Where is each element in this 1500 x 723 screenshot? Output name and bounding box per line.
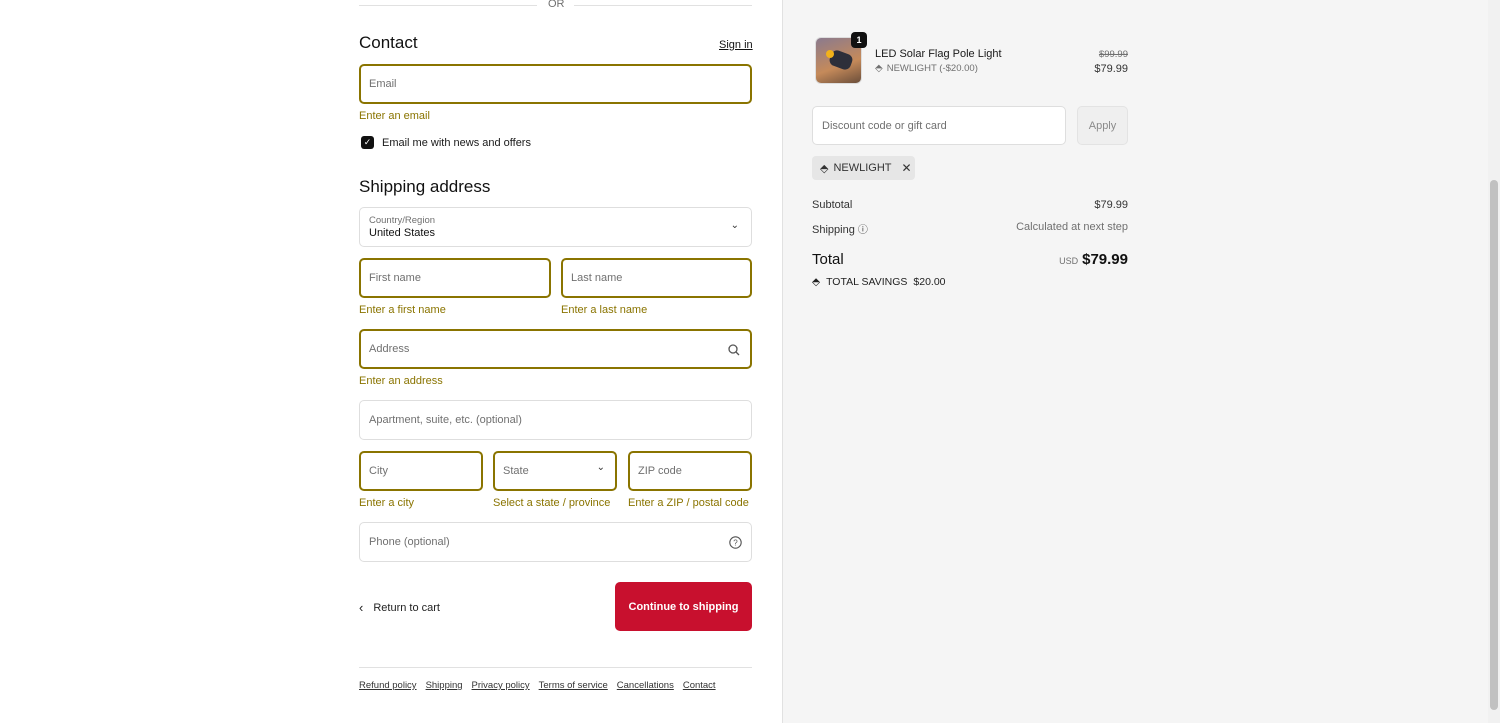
last-name-error: Enter a last name [561,304,648,316]
sign-in-link[interactable]: Sign in [719,39,753,51]
continue-to-shipping-button[interactable]: Continue to shipping [615,582,752,631]
footer-divider [359,667,752,668]
email-input[interactable]: Email [359,64,752,104]
zip-error: Enter a ZIP / postal code [628,497,749,509]
original-price: $99.99 [1098,49,1128,60]
footer-link[interactable]: Refund policy [359,680,417,691]
newsletter-label: Email me with news and offers [382,137,531,149]
return-to-cart-link[interactable]: ‹ Return to cart [359,600,440,615]
email-error: Enter an email [359,110,430,122]
quantity-badge: 1 [851,32,867,48]
footer-links: Refund policy Shipping Privacy policy Te… [359,680,716,691]
product-name: LED Solar Flag Pole Light [875,48,1002,60]
contact-heading: Contact [359,33,418,52]
footer-link[interactable]: Shipping [425,680,463,691]
apply-button[interactable]: Apply [1077,106,1128,145]
footer-link[interactable]: Cancellations [616,680,674,691]
item-price: $79.99 [1094,63,1128,75]
apartment-input[interactable]: Apartment, suite, etc. (optional) [359,400,752,440]
city-input[interactable]: City [359,451,483,491]
address-input[interactable]: Address [359,329,752,369]
city-error: Enter a city [359,497,415,509]
tag-icon: ⬘ [875,63,883,74]
help-icon[interactable]: ⓘ [857,225,868,236]
check-icon: ✓ [363,137,372,147]
discount-code-input[interactable]: Discount code or gift card [812,106,1066,145]
scrollbar-thumb[interactable] [1490,180,1498,710]
total-row: Total USD $79.99 [812,251,1128,268]
chevron-left-icon: ‹ [359,600,364,615]
state-error: Select a state / province [493,497,611,509]
tags-icon: ⬘ [812,276,821,288]
applied-code-chip: ⬘ NEWLIGHT ✕ [812,156,915,180]
item-discount: ⬘ NEWLIGHT (-$20.00) [875,63,978,74]
footer-link[interactable]: Contact [682,680,716,691]
footer-link[interactable]: Terms of service [538,680,608,691]
total-savings: ⬘ TOTAL SAVINGS $20.00 [812,276,946,288]
newsletter-checkbox[interactable]: ✓ [361,136,374,149]
first-name-input[interactable]: First name [359,258,551,298]
address-error: Enter an address [359,375,443,387]
or-divider: OR [359,0,752,12]
remove-code-icon[interactable]: ✕ [901,161,912,175]
first-name-error: Enter a first name [359,304,446,316]
last-name-input[interactable]: Last name [561,258,752,298]
subtotal-row: Subtotal $79.99 [812,199,1128,211]
state-select[interactable]: State ⌄ [493,451,617,491]
chevron-down-icon: ⌄ [730,220,739,231]
svg-text:?: ? [733,539,738,548]
shipping-row: Shipping ⓘ Calculated at next step [812,221,1128,236]
search-icon [728,344,740,356]
tag-icon: ⬘ [820,162,829,175]
chevron-down-icon: ⌄ [596,462,605,473]
shipping-heading: Shipping address [359,177,491,196]
country-select[interactable]: Country/Region United States ⌄ [359,207,752,247]
help-icon[interactable]: ? [729,536,742,549]
zip-input[interactable]: ZIP code [628,451,752,491]
phone-input[interactable]: Phone (optional) ? [359,522,752,562]
footer-link[interactable]: Privacy policy [471,680,530,691]
